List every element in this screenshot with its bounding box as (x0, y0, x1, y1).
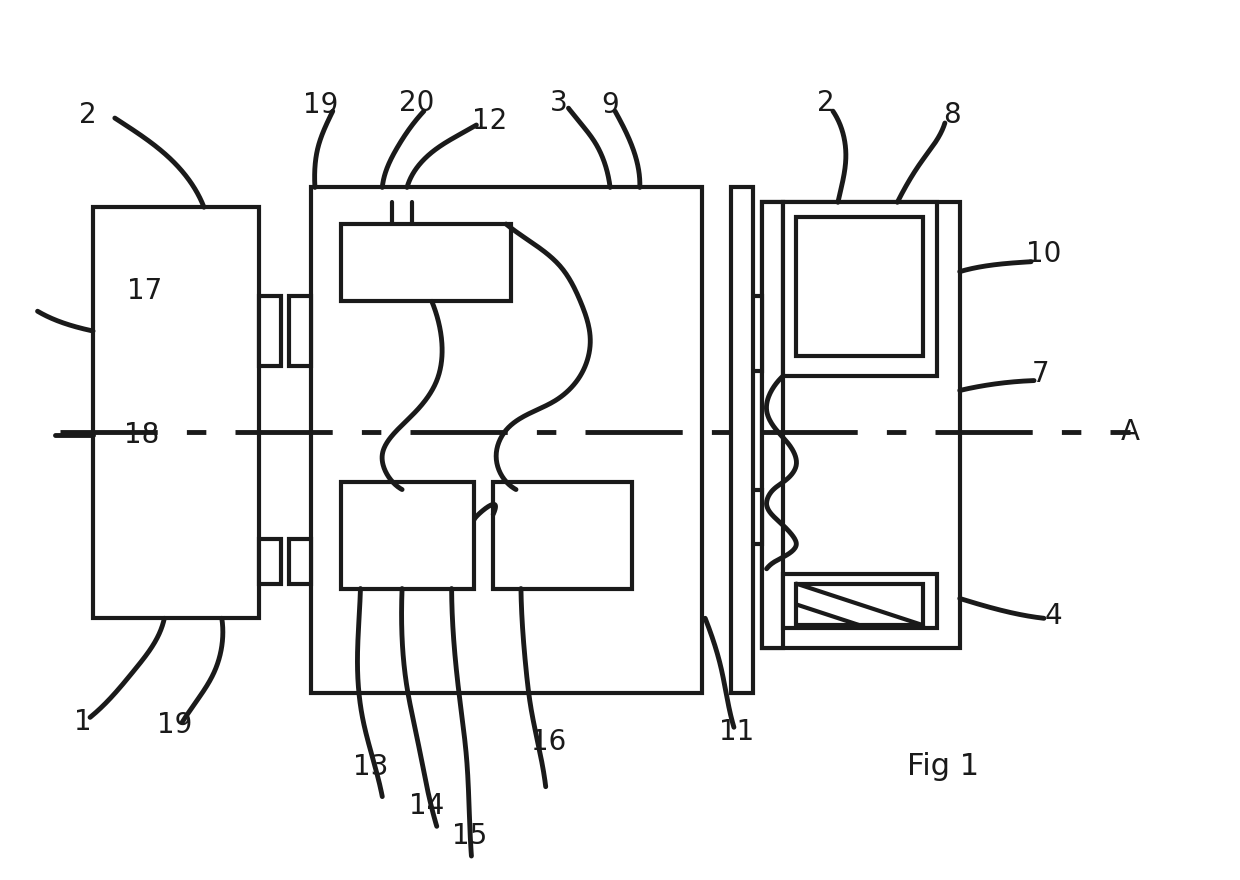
Text: 15: 15 (451, 822, 487, 850)
Text: 18: 18 (124, 421, 159, 449)
Bar (341, 481, 475, 589)
Text: 14: 14 (409, 793, 444, 820)
Bar (289, 297, 311, 366)
Text: 4: 4 (1045, 602, 1063, 630)
Text: 10: 10 (1027, 239, 1061, 268)
Bar (761, 202, 960, 648)
Bar (259, 539, 281, 583)
Text: 2: 2 (817, 89, 835, 117)
Bar (761, 202, 784, 648)
Bar (796, 583, 923, 625)
Text: A: A (1121, 418, 1140, 446)
Bar (341, 224, 511, 301)
Bar (259, 297, 281, 366)
Bar (494, 481, 632, 589)
Bar (740, 297, 761, 370)
Text: 9: 9 (601, 92, 619, 119)
Text: Fig 1: Fig 1 (908, 752, 980, 781)
Bar (796, 217, 923, 356)
Bar (784, 202, 937, 376)
Bar (289, 539, 311, 583)
Text: 2: 2 (79, 101, 97, 129)
Bar (311, 187, 702, 693)
Text: 19: 19 (303, 92, 339, 119)
Bar (730, 187, 753, 693)
Text: 13: 13 (352, 753, 388, 781)
Text: 19: 19 (156, 711, 192, 739)
Bar (740, 489, 761, 544)
Text: 3: 3 (549, 89, 568, 117)
Text: 7: 7 (1032, 360, 1050, 387)
Text: 16: 16 (531, 728, 567, 756)
Text: 11: 11 (719, 718, 754, 746)
Bar (93, 207, 259, 619)
Bar (784, 574, 937, 628)
Text: 1: 1 (74, 708, 92, 737)
Text: 17: 17 (126, 277, 162, 305)
Text: 8: 8 (942, 101, 961, 129)
Text: 12: 12 (471, 107, 507, 135)
Text: 20: 20 (399, 89, 435, 117)
